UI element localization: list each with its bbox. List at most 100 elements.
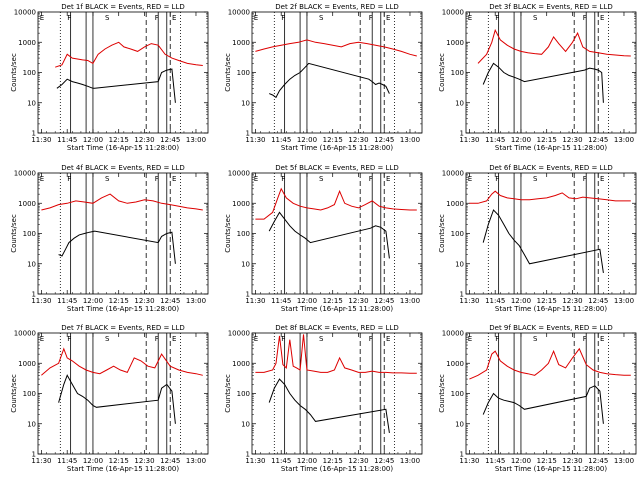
chart-title: Det 2f BLACK = Events, RED = LLD: [275, 3, 398, 11]
marker-letter: S: [533, 14, 538, 22]
plot-frame: [37, 11, 209, 134]
marker-letter: F: [155, 175, 159, 183]
x-tick-label: 12:45: [374, 457, 394, 465]
y-tick-label: 10: [27, 260, 36, 268]
x-tick-label: 13:00: [186, 457, 206, 465]
y-axis-label: Counts/sec: [438, 374, 446, 413]
x-tick-label: 13:00: [186, 297, 206, 305]
marker-letter: F: [281, 14, 285, 22]
series-line-events: [482, 62, 604, 103]
y-tick-label: 100: [237, 390, 250, 398]
marker-letter: F: [495, 175, 499, 183]
series-line-lld: [55, 41, 203, 68]
x-tick-label: 12:30: [134, 136, 154, 144]
marker-letter: E: [254, 175, 258, 183]
x-tick-label: 12:00: [297, 136, 317, 144]
y-tick-label: 1000: [18, 39, 36, 47]
marker-letter: F: [495, 335, 499, 343]
x-tick-label: 11:45: [271, 457, 291, 465]
x-axis-label: Start Time (16-Apr-15 11:28:00): [67, 305, 179, 313]
y-tick-label: 1000: [446, 39, 464, 47]
plot-frame: [37, 172, 209, 295]
series-line-lld: [41, 347, 203, 376]
x-tick-label: 11:45: [57, 136, 77, 144]
y-tick-label: 100: [237, 69, 250, 77]
plot-frame: [465, 11, 637, 134]
marker-letter: F: [583, 335, 587, 343]
y-tick-label: 10000: [14, 330, 36, 338]
x-tick-label: 12:30: [134, 297, 154, 305]
marker-letter: F: [281, 175, 285, 183]
y-axis-label: Counts/sec: [10, 53, 18, 92]
y-tick-label: 1000: [232, 360, 250, 368]
y-axis-label: Counts/sec: [438, 214, 446, 253]
series-line-events: [58, 374, 176, 424]
x-tick-label: 12:30: [562, 136, 582, 144]
x-axis-label: Start Time (16-Apr-15 11:28:00): [495, 465, 607, 473]
series-line-events: [482, 385, 604, 424]
y-tick-label: 10000: [14, 9, 36, 17]
chart-title: Det 6f BLACK = Events, RED = LLD: [489, 164, 612, 172]
x-tick-label: 12:45: [374, 136, 394, 144]
marker-letter: F: [67, 335, 71, 343]
series-line-events: [269, 62, 390, 99]
series-line-events: [268, 211, 390, 259]
x-tick-label: 12:30: [562, 457, 582, 465]
x-tick-label: 13:00: [400, 136, 420, 144]
chart-panel-2: Det 2f BLACK = Events, RED = LLD 1 10 100 10…: [224, 3, 423, 152]
series-line-lld: [255, 334, 417, 374]
x-tick-label: 12:15: [323, 297, 343, 305]
x-tick-label: 12:30: [348, 136, 368, 144]
chart-title: Det 9f BLACK = Events, RED = LLD: [489, 324, 612, 332]
marker-letter: E: [600, 14, 604, 22]
marker-letter: E: [172, 14, 176, 22]
chart-panel-8: Det 8f BLACK = Events, RED = LLD 1 10 100 10…: [224, 324, 423, 473]
y-tick-label: 1: [32, 130, 36, 138]
y-tick-label: 10000: [442, 9, 464, 17]
x-tick-label: 11:45: [485, 457, 505, 465]
x-tick-label: 12:45: [160, 297, 180, 305]
x-axis-label: Start Time (16-Apr-15 11:28:00): [67, 144, 179, 152]
y-axis-label: Counts/sec: [10, 214, 18, 253]
x-tick-label: 12:00: [297, 297, 317, 305]
x-tick-label: 13:00: [614, 297, 634, 305]
marker-letter: S: [319, 175, 324, 183]
x-tick-label: 12:00: [297, 457, 317, 465]
marker-letter: E: [468, 14, 472, 22]
marker-letter: E: [172, 335, 176, 343]
marker-letter: E: [386, 335, 390, 343]
x-tick-label: 12:45: [160, 136, 180, 144]
y-tick-label: 1: [460, 451, 464, 459]
marker-letter: E: [386, 175, 390, 183]
y-tick-label: 10000: [228, 9, 250, 17]
series-line-lld: [255, 187, 417, 220]
marker-letter: S: [319, 335, 324, 343]
chart-title: Det 7f BLACK = Events, RED = LLD: [61, 324, 184, 332]
marker-letter: E: [468, 175, 472, 183]
chart-title: Det 4f BLACK = Events, RED = LLD: [61, 164, 184, 172]
y-tick-label: 1: [460, 130, 464, 138]
y-tick-label: 10: [241, 420, 250, 428]
x-tick-label: 12:30: [348, 457, 368, 465]
chart-panel-3: Det 3f BLACK = Events, RED = LLD 1 10 100 10…: [438, 3, 637, 152]
x-axis-label: Start Time (16-Apr-15 11:28:00): [281, 465, 393, 473]
y-tick-label: 10: [455, 99, 464, 107]
y-axis-label: Counts/sec: [438, 53, 446, 92]
x-tick-label: 11:30: [245, 457, 265, 465]
y-tick-label: 100: [451, 230, 464, 238]
y-tick-label: 1: [460, 291, 464, 299]
y-tick-label: 100: [451, 69, 464, 77]
x-tick-label: 13:00: [614, 136, 634, 144]
chart-panel-6: Det 6f BLACK = Events, RED = LLD 1 10 100 10…: [438, 164, 637, 313]
x-tick-label: 12:00: [83, 297, 103, 305]
x-tick-label: 12:30: [134, 457, 154, 465]
y-tick-label: 1000: [232, 39, 250, 47]
y-tick-label: 1: [246, 291, 250, 299]
marker-letter: E: [468, 335, 472, 343]
y-tick-label: 10: [455, 420, 464, 428]
y-tick-label: 1: [32, 451, 36, 459]
y-tick-label: 10000: [228, 330, 250, 338]
y-tick-label: 1: [246, 451, 250, 459]
marker-letter: F: [67, 14, 71, 22]
